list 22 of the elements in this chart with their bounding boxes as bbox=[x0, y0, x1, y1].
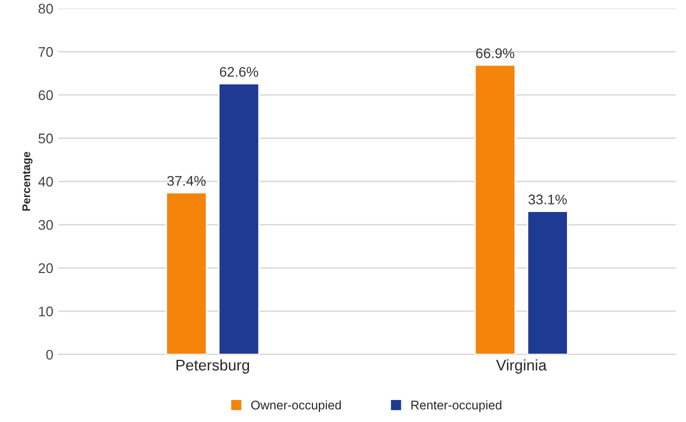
y-tick-label: 10 bbox=[39, 306, 53, 316]
y-tick-label: 70 bbox=[38, 47, 53, 57]
y-axis-title: Percentage bbox=[22, 152, 32, 211]
legend-label: Renter-occupied bbox=[411, 400, 502, 412]
y-tick-label: 60 bbox=[38, 90, 53, 100]
bar bbox=[166, 192, 208, 354]
data-label: 62.6% bbox=[220, 66, 258, 77]
y-tick-label: 20 bbox=[38, 263, 53, 274]
y-tick-label: 0 bbox=[46, 350, 53, 360]
data-label: 37.4% bbox=[167, 176, 206, 186]
bar bbox=[526, 210, 568, 354]
bar bbox=[474, 64, 516, 354]
y-tick-label: 80 bbox=[38, 4, 53, 14]
y-tick-label: 30 bbox=[38, 220, 53, 230]
y-tick-label: 40 bbox=[38, 176, 53, 187]
y-tick-label: 50 bbox=[38, 134, 53, 144]
legend-label: Owner-occupied bbox=[251, 400, 341, 412]
x-tick-label: Virginia bbox=[496, 359, 547, 374]
data-label: 33.1% bbox=[528, 194, 567, 204]
bar bbox=[218, 83, 260, 354]
data-label: 66.9% bbox=[476, 48, 514, 58]
x-tick-label: Petersburg bbox=[176, 359, 250, 374]
